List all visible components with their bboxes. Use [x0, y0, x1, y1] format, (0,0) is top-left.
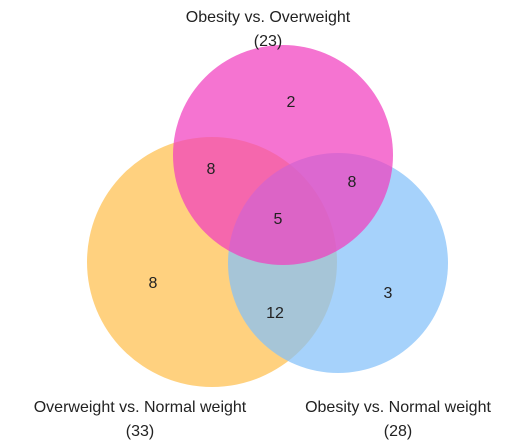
circles: [87, 45, 448, 387]
region-count: 8: [149, 275, 158, 292]
labels: Obesity vs. Overweight (23) Overweight vs.…: [34, 9, 492, 440]
region-count: 3: [384, 285, 393, 302]
set-count: (33): [126, 423, 154, 440]
set-label: Obesity vs. Normal weight: [305, 399, 491, 416]
set-label: Overweight vs. Normal weight: [34, 399, 247, 416]
set-circle: [173, 45, 393, 265]
region-count: 12: [266, 305, 284, 322]
set-count: (28): [384, 423, 412, 440]
region-count: 2: [287, 94, 296, 111]
region-count: 8: [348, 174, 357, 191]
set-label: Obesity vs. Overweight: [186, 9, 351, 26]
region-count: 5: [274, 211, 283, 228]
set-count: (23): [254, 33, 282, 50]
region-count: 8: [207, 161, 216, 178]
